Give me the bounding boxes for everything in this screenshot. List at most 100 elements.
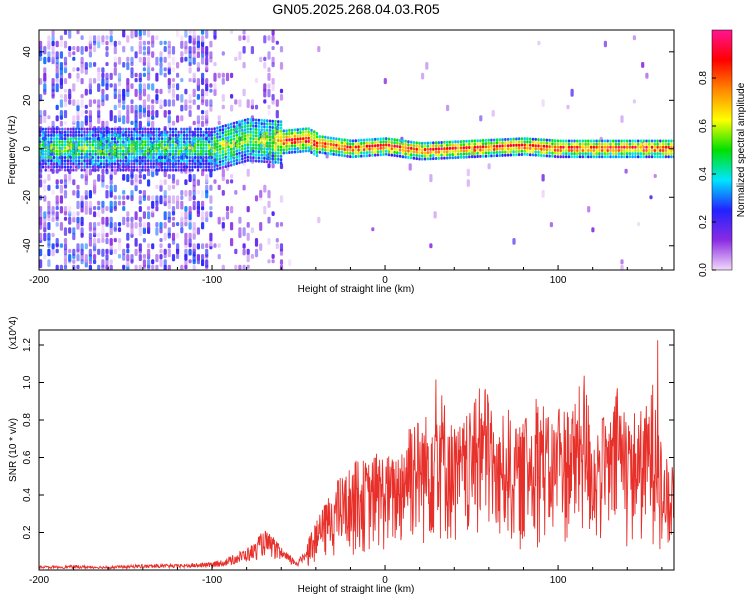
spectrogram-cell <box>72 51 76 56</box>
spectrogram-cell <box>209 195 213 204</box>
spectrogram-cell <box>76 264 80 270</box>
spectrogram-ridge-cell <box>285 144 288 148</box>
spectrogram-cell <box>84 200 88 207</box>
spectrogram-ridge-cell <box>169 149 172 153</box>
spectrogram-ridge-cell <box>631 155 634 159</box>
spectrogram-ridge-cell <box>44 149 47 153</box>
spectrogram-cell <box>213 62 217 67</box>
spectrogram-cell <box>192 30 196 39</box>
spectrogram-ridge-cell <box>63 146 67 150</box>
spectrogram-ridge-cell <box>288 141 291 145</box>
spectrogram-ridge-cell <box>296 147 299 151</box>
spectrogram-ridge-cell <box>509 137 512 141</box>
spectrogram-cell <box>188 222 192 230</box>
spectrogram-ridge-cell <box>282 138 285 142</box>
spectrogram-ridge-cell <box>254 134 258 138</box>
spectrogram-ridge-cell <box>385 140 388 144</box>
spectrogram-ridge-cell <box>135 137 139 141</box>
spectrogram-ridge-cell <box>279 161 283 165</box>
spectrogram-ridge-cell <box>227 158 230 161</box>
spectrogram-ridge-cell <box>130 152 133 156</box>
spectrogram-ridge-cell <box>584 139 587 143</box>
spectrogram-ridge-cell <box>238 132 241 136</box>
spectrogram-ridge-cell <box>147 159 150 163</box>
spectrogram-ridge-cell <box>520 149 524 153</box>
spectrogram-ridge-cell <box>487 145 490 149</box>
spectrogram-ridge-cell <box>169 137 172 141</box>
spectrogram-ridge-cell <box>144 143 147 147</box>
spectrogram-cell <box>55 238 59 247</box>
spectrogram-ridge-cell <box>595 155 598 159</box>
spectrogram-cell <box>72 56 76 61</box>
spectrogram-cell <box>101 232 105 239</box>
spectrogram-ridge-cell <box>653 152 656 156</box>
spectrogram-cell <box>138 243 142 252</box>
spectrogram-ridge-cell <box>97 130 100 134</box>
spectrogram-ridge-cell <box>470 145 474 149</box>
spectrogram-ridge-cell <box>155 156 158 159</box>
spectrogram-ridge-cell <box>285 141 288 145</box>
spectrogram-cell <box>167 211 171 220</box>
spectrogram-cell <box>142 190 146 198</box>
spectrogram-ridge-cell <box>589 149 593 152</box>
spectrogram-cell <box>184 40 188 50</box>
spectrogram-ridge-cell <box>205 146 208 150</box>
spectrogram-cell <box>176 222 180 227</box>
spectrogram-ridge-cell <box>326 148 330 152</box>
spectrogram-ridge-cell <box>523 137 526 141</box>
spectrogram-ridge-cell <box>119 156 122 159</box>
spectrogram-ridge-cell <box>72 168 75 172</box>
spectrogram-cell <box>246 248 250 255</box>
spectrogram-ridge-cell <box>302 140 305 144</box>
spectrogram-ridge-cell <box>235 152 238 156</box>
spectrogram-ridge-cell <box>371 141 374 145</box>
spectrogram-ridge-cell <box>326 152 330 155</box>
spectrogram-ridge-cell <box>329 146 333 150</box>
spectrogram-ridge-cell <box>601 149 604 152</box>
spectrogram-ridge-cell <box>382 143 385 147</box>
spectrogram-cell <box>88 238 92 247</box>
spectrogram-ridge-cell <box>551 139 554 142</box>
spectrogram-cell <box>72 99 76 106</box>
spectrogram-ridge-cell <box>540 154 543 157</box>
spectrogram-ridge-cell <box>592 142 596 146</box>
spectrogram-ridge-cell <box>293 141 297 144</box>
spectrogram-ridge-cell <box>642 139 645 143</box>
spectrogram-ridge-cell <box>202 149 205 153</box>
spectrogram-cell <box>59 110 63 118</box>
spectrogram-ridge-cell <box>133 133 136 137</box>
spectrogram-cell <box>221 264 225 270</box>
spectrogram-ridge-cell <box>612 145 615 149</box>
spectrogram-cell <box>80 243 84 252</box>
spectrogram-ridge-cell <box>318 147 321 151</box>
spectrogram-ridge-cell <box>160 149 164 153</box>
spectrogram-ridge-cell <box>113 152 117 156</box>
spectrogram-xticks: -200 -100 0 100 <box>29 265 663 286</box>
spectrogram-cell <box>192 174 196 181</box>
spectrogram-cell <box>188 46 192 54</box>
spectrogram-cell <box>72 179 76 186</box>
spectrogram-ridge-cell <box>155 127 158 131</box>
spectrogram-ridge-cell <box>465 146 468 150</box>
spectrogram-cell <box>279 94 284 101</box>
spectrogram-ridge-cell <box>152 156 155 159</box>
spectrogram-cell <box>205 78 209 84</box>
spectrogram-cell <box>254 78 259 83</box>
spectrogram-cell <box>76 99 80 106</box>
spectrogram-ridge-cell <box>423 141 427 145</box>
spectrogram-ridge-cell <box>75 140 78 144</box>
spectrogram-ridge-cell <box>205 159 208 163</box>
spectrogram-ridge-cell <box>191 140 194 144</box>
spectrogram-ridge-cell <box>63 127 67 131</box>
spectrogram-ridge-cell <box>91 168 94 172</box>
spectrogram-cell <box>259 222 263 231</box>
spectrogram-cell <box>267 110 271 116</box>
spectrogram-cell <box>246 99 250 108</box>
spectrogram-cell <box>184 104 188 111</box>
spectrogram-ridge-cell <box>144 165 147 169</box>
spectrogram-ridge-cell <box>133 156 136 159</box>
spectrogram-ridge-cell <box>448 150 452 153</box>
spectrogram-ridge-cell <box>141 133 144 137</box>
spectrogram-ridge-cell <box>401 152 405 155</box>
spectrogram-ridge-cell <box>661 145 665 149</box>
